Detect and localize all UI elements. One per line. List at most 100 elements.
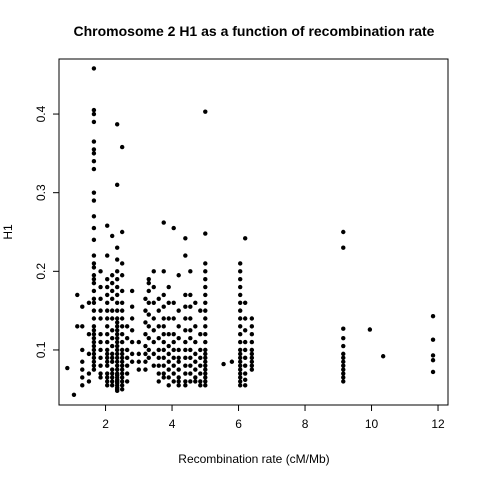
data-point bbox=[98, 296, 103, 302]
data-point bbox=[171, 300, 176, 305]
data-point bbox=[119, 383, 125, 388]
data-point bbox=[238, 367, 243, 372]
data-point bbox=[341, 343, 346, 349]
data-point bbox=[114, 324, 120, 329]
data-point bbox=[146, 335, 151, 341]
data-point bbox=[91, 159, 97, 164]
data-point bbox=[146, 280, 151, 286]
data-point bbox=[341, 371, 346, 376]
data-point bbox=[203, 109, 208, 114]
data-point bbox=[136, 339, 141, 345]
data-point bbox=[249, 367, 255, 372]
data-point bbox=[105, 308, 110, 313]
data-point bbox=[166, 300, 171, 305]
data-point bbox=[183, 347, 188, 353]
chart-title: Chromosome 2 H1 as a function of recombi… bbox=[74, 23, 435, 39]
data-point bbox=[380, 354, 386, 359]
data-point bbox=[238, 284, 243, 290]
data-point bbox=[176, 355, 181, 361]
data-point bbox=[156, 335, 161, 341]
data-point bbox=[129, 328, 135, 333]
data-point bbox=[198, 363, 203, 368]
data-point bbox=[249, 347, 255, 353]
data-point bbox=[183, 379, 188, 384]
data-point bbox=[341, 355, 346, 361]
data-point bbox=[161, 363, 166, 368]
data-point bbox=[188, 304, 193, 309]
data-point bbox=[105, 300, 110, 305]
data-point bbox=[91, 339, 97, 345]
data-point bbox=[109, 233, 115, 239]
data-point bbox=[80, 347, 85, 353]
x-axis-label: Recombination rate (cM/Mb) bbox=[178, 452, 329, 466]
data-point bbox=[183, 339, 188, 345]
data-point bbox=[129, 316, 135, 321]
data-point bbox=[198, 347, 203, 353]
data-point bbox=[176, 379, 181, 384]
data-point bbox=[341, 229, 346, 235]
y-tick-label: 0.4 bbox=[34, 105, 48, 122]
data-point bbox=[151, 339, 156, 345]
data-point bbox=[119, 261, 125, 266]
data-point bbox=[193, 339, 198, 345]
data-point bbox=[161, 371, 166, 376]
data-point bbox=[143, 343, 148, 349]
data-point bbox=[86, 379, 92, 384]
data-point bbox=[114, 328, 120, 333]
data-point bbox=[341, 359, 346, 364]
data-point bbox=[119, 387, 125, 392]
data-point bbox=[341, 326, 346, 331]
data-point bbox=[91, 276, 97, 282]
data-point bbox=[80, 367, 85, 372]
data-point bbox=[341, 379, 346, 384]
data-point bbox=[91, 119, 97, 125]
data-point bbox=[109, 296, 115, 302]
data-point bbox=[171, 371, 176, 376]
data-point bbox=[203, 324, 208, 329]
data-point bbox=[238, 269, 243, 274]
data-point bbox=[166, 375, 171, 380]
data-point bbox=[188, 328, 193, 333]
data-point bbox=[166, 351, 171, 357]
data-point bbox=[119, 324, 125, 329]
data-point bbox=[161, 339, 166, 345]
data-point bbox=[119, 229, 125, 235]
data-point bbox=[203, 371, 208, 376]
data-point bbox=[119, 144, 125, 150]
data-point bbox=[119, 371, 125, 376]
data-point bbox=[86, 351, 92, 357]
data-point bbox=[161, 375, 166, 380]
data-point bbox=[188, 379, 193, 384]
data-point bbox=[161, 269, 166, 274]
data-point bbox=[193, 379, 198, 384]
data-point bbox=[176, 308, 181, 313]
data-point bbox=[109, 343, 115, 349]
data-point bbox=[124, 371, 130, 376]
data-point bbox=[119, 308, 125, 313]
data-point bbox=[114, 284, 120, 290]
data-point bbox=[109, 308, 115, 313]
data-point bbox=[176, 383, 181, 388]
data-point bbox=[143, 359, 148, 364]
y-tick-label: 0.2 bbox=[34, 263, 48, 280]
data-point bbox=[105, 292, 110, 298]
data-point bbox=[114, 300, 120, 305]
data-point bbox=[341, 245, 346, 250]
data-point bbox=[119, 355, 125, 361]
data-point bbox=[124, 363, 130, 368]
data-point bbox=[119, 347, 125, 353]
data-point bbox=[156, 296, 161, 302]
data-point bbox=[91, 316, 97, 321]
data-point bbox=[203, 292, 208, 298]
data-point bbox=[161, 304, 166, 309]
data-point bbox=[124, 379, 130, 384]
data-point bbox=[176, 375, 181, 380]
data-point bbox=[86, 332, 92, 337]
data-point bbox=[114, 276, 120, 282]
data-point bbox=[105, 276, 110, 282]
data-point bbox=[171, 225, 176, 231]
data-point bbox=[183, 316, 188, 321]
data-point bbox=[98, 269, 103, 274]
data-point bbox=[91, 273, 97, 278]
